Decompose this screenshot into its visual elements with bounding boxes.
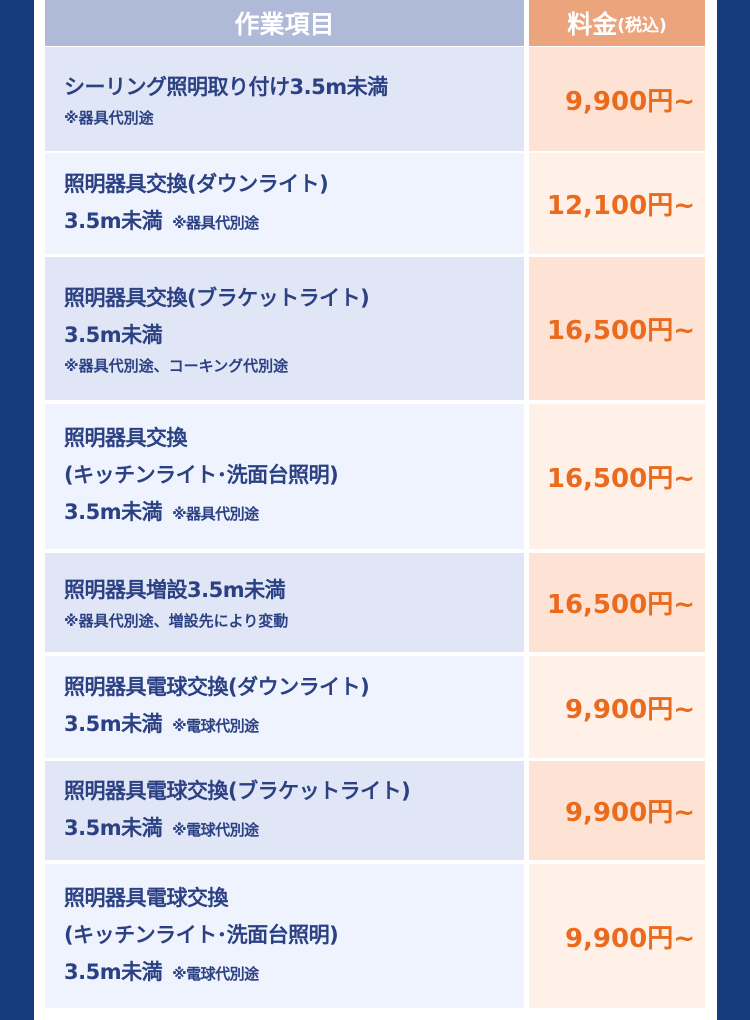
item-line: (キッチンライト･洗面台照明) — [64, 922, 339, 947]
item-text: 照明器具交換 — [64, 420, 188, 457]
item-line: (キッチンライト･洗面台照明) — [64, 463, 339, 487]
table-row-item: 照明器具交換(ダウンライト) 3.5m未満 ※器具代別途 — [45, 153, 524, 254]
item-note: ※電球代別途 — [172, 820, 259, 839]
item-note: ※器具代別途、増設先により変動 — [64, 612, 289, 630]
item-note: ※電球代別途 — [172, 717, 259, 735]
item-line: 3.5m未満 — [64, 500, 163, 524]
item-note: ※器具代別途 — [172, 213, 259, 232]
item-text: 照明器具交換(ブラケットライト) — [64, 280, 370, 317]
table-row-price: 9,900円~ — [529, 761, 705, 860]
item-text: 照明器具交換(ダウンライト) — [64, 166, 329, 203]
item-text: 照明器具電球交換 — [64, 880, 229, 917]
header-price-tax: (税込) — [617, 15, 667, 36]
item-text: 3.5m未満 ※器具代別途 — [64, 203, 259, 242]
table-row-price: 16,500円~ — [529, 404, 705, 549]
item-note: ※電球代別途 — [172, 964, 259, 983]
item-line: 照明器具増設3.5m未満 — [64, 578, 286, 602]
item-line: シーリング照明取り付け3.5m未満 — [64, 74, 388, 99]
item-line: 3.5m未満 — [64, 322, 163, 347]
item-note: ※器具代別途 — [64, 108, 154, 127]
header-work-item: 作業項目 — [45, 0, 524, 46]
table-row-price: 9,900円~ — [529, 47, 705, 151]
table-row-item: 照明器具増設3.5m未満 ※器具代別途、増設先により変動 — [45, 553, 524, 652]
table-row-price: 16,500円~ — [529, 553, 705, 652]
item-line: 照明器具電球交換(ブラケットライト) — [64, 778, 411, 803]
item-text: 3.5m未満 ※電球代別途 — [64, 810, 259, 849]
item-text: 3.5m未満 ※電球代別途 — [64, 954, 259, 993]
item-text: (キッチンライト･洗面台照明) — [64, 457, 339, 494]
item-line: 照明器具交換 — [64, 426, 188, 450]
table-row-price: 9,900円~ — [529, 864, 705, 1008]
item-text: 照明器具増設3.5m未満 — [64, 572, 286, 609]
table-row-item: 照明器具電球交換 (キッチンライト･洗面台照明) 3.5m未満 ※電球代別途 — [45, 864, 524, 1008]
item-text: 3.5m未満 ※電球代別途 — [64, 706, 259, 745]
item-text: シーリング照明取り付け3.5m未満 — [64, 69, 388, 106]
item-line: 3.5m未満 — [64, 959, 163, 984]
header-price: 料金 (税込) — [529, 0, 705, 46]
table-row-price: 9,900円~ — [529, 656, 705, 758]
header-price-label: 料金 — [567, 10, 618, 39]
item-text: 照明器具電球交換(ブラケットライト) — [64, 773, 411, 810]
table-row-price: 16,500円~ — [529, 257, 705, 400]
item-line: 3.5m未満 — [64, 208, 163, 233]
table-row-item: 照明器具電球交換(ブラケットライト) 3.5m未満 ※電球代別途 — [45, 761, 524, 860]
item-text: 3.5m未満 ※器具代別途 — [64, 494, 259, 533]
item-line: 照明器具電球交換 — [64, 885, 229, 910]
item-line: 照明器具電球交換(ダウンライト) — [64, 675, 370, 699]
item-text: (キッチンライト･洗面台照明) — [64, 917, 339, 954]
item-text: 照明器具電球交換(ダウンライト) — [64, 669, 370, 706]
item-note: ※器具代別途 — [172, 505, 259, 523]
item-line: 照明器具交換(ブラケットライト) — [64, 285, 370, 310]
table-row-price: 12,100円~ — [529, 153, 705, 254]
table-row-item: 照明器具電球交換(ダウンライト) 3.5m未満 ※電球代別途 — [45, 656, 524, 758]
table-row-item: 照明器具交換 (キッチンライト･洗面台照明) 3.5m未満 ※器具代別途 — [45, 404, 524, 549]
item-text: 3.5m未満 — [64, 317, 163, 354]
table-row-item: シーリング照明取り付け3.5m未満 ※器具代別途 — [45, 47, 524, 151]
item-line: 照明器具交換(ダウンライト) — [64, 171, 329, 196]
item-line: 3.5m未満 — [64, 712, 163, 736]
item-line: 3.5m未満 — [64, 815, 163, 840]
table-row-item: 照明器具交換(ブラケットライト) 3.5m未満 ※器具代別途、コーキング代別途 — [45, 257, 524, 400]
item-note: ※器具代別途、コーキング代別途 — [64, 356, 289, 375]
